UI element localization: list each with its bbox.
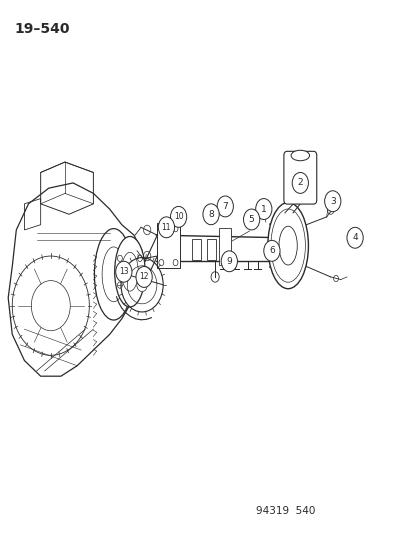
Circle shape <box>158 217 174 238</box>
Text: 3: 3 <box>329 197 335 206</box>
FancyBboxPatch shape <box>218 228 231 265</box>
Text: 7: 7 <box>222 202 228 211</box>
Circle shape <box>170 206 186 228</box>
Ellipse shape <box>114 237 145 307</box>
Text: 2: 2 <box>297 179 302 188</box>
Text: 13: 13 <box>119 267 128 276</box>
Text: 8: 8 <box>208 210 214 219</box>
FancyBboxPatch shape <box>283 151 316 204</box>
Text: 5: 5 <box>248 215 254 224</box>
Circle shape <box>324 191 340 212</box>
FancyBboxPatch shape <box>206 239 215 260</box>
Circle shape <box>135 266 152 287</box>
Text: 10: 10 <box>173 212 183 221</box>
Text: 9: 9 <box>226 257 232 266</box>
Text: 4: 4 <box>351 233 357 243</box>
Text: 19–540: 19–540 <box>14 22 70 36</box>
Circle shape <box>346 228 362 248</box>
Circle shape <box>221 251 237 272</box>
Text: 6: 6 <box>268 246 274 255</box>
Text: 11: 11 <box>161 223 171 232</box>
Text: 94319  540: 94319 540 <box>255 506 314 516</box>
Text: 1: 1 <box>260 205 266 214</box>
Ellipse shape <box>267 203 308 289</box>
Circle shape <box>243 209 259 230</box>
Circle shape <box>292 173 308 193</box>
Circle shape <box>136 278 147 292</box>
Ellipse shape <box>290 150 309 161</box>
Circle shape <box>115 261 132 282</box>
Circle shape <box>263 240 279 261</box>
Polygon shape <box>157 223 179 268</box>
Text: 12: 12 <box>139 272 149 281</box>
Circle shape <box>255 199 271 220</box>
FancyBboxPatch shape <box>192 239 201 260</box>
Circle shape <box>217 196 233 217</box>
Circle shape <box>202 204 218 225</box>
